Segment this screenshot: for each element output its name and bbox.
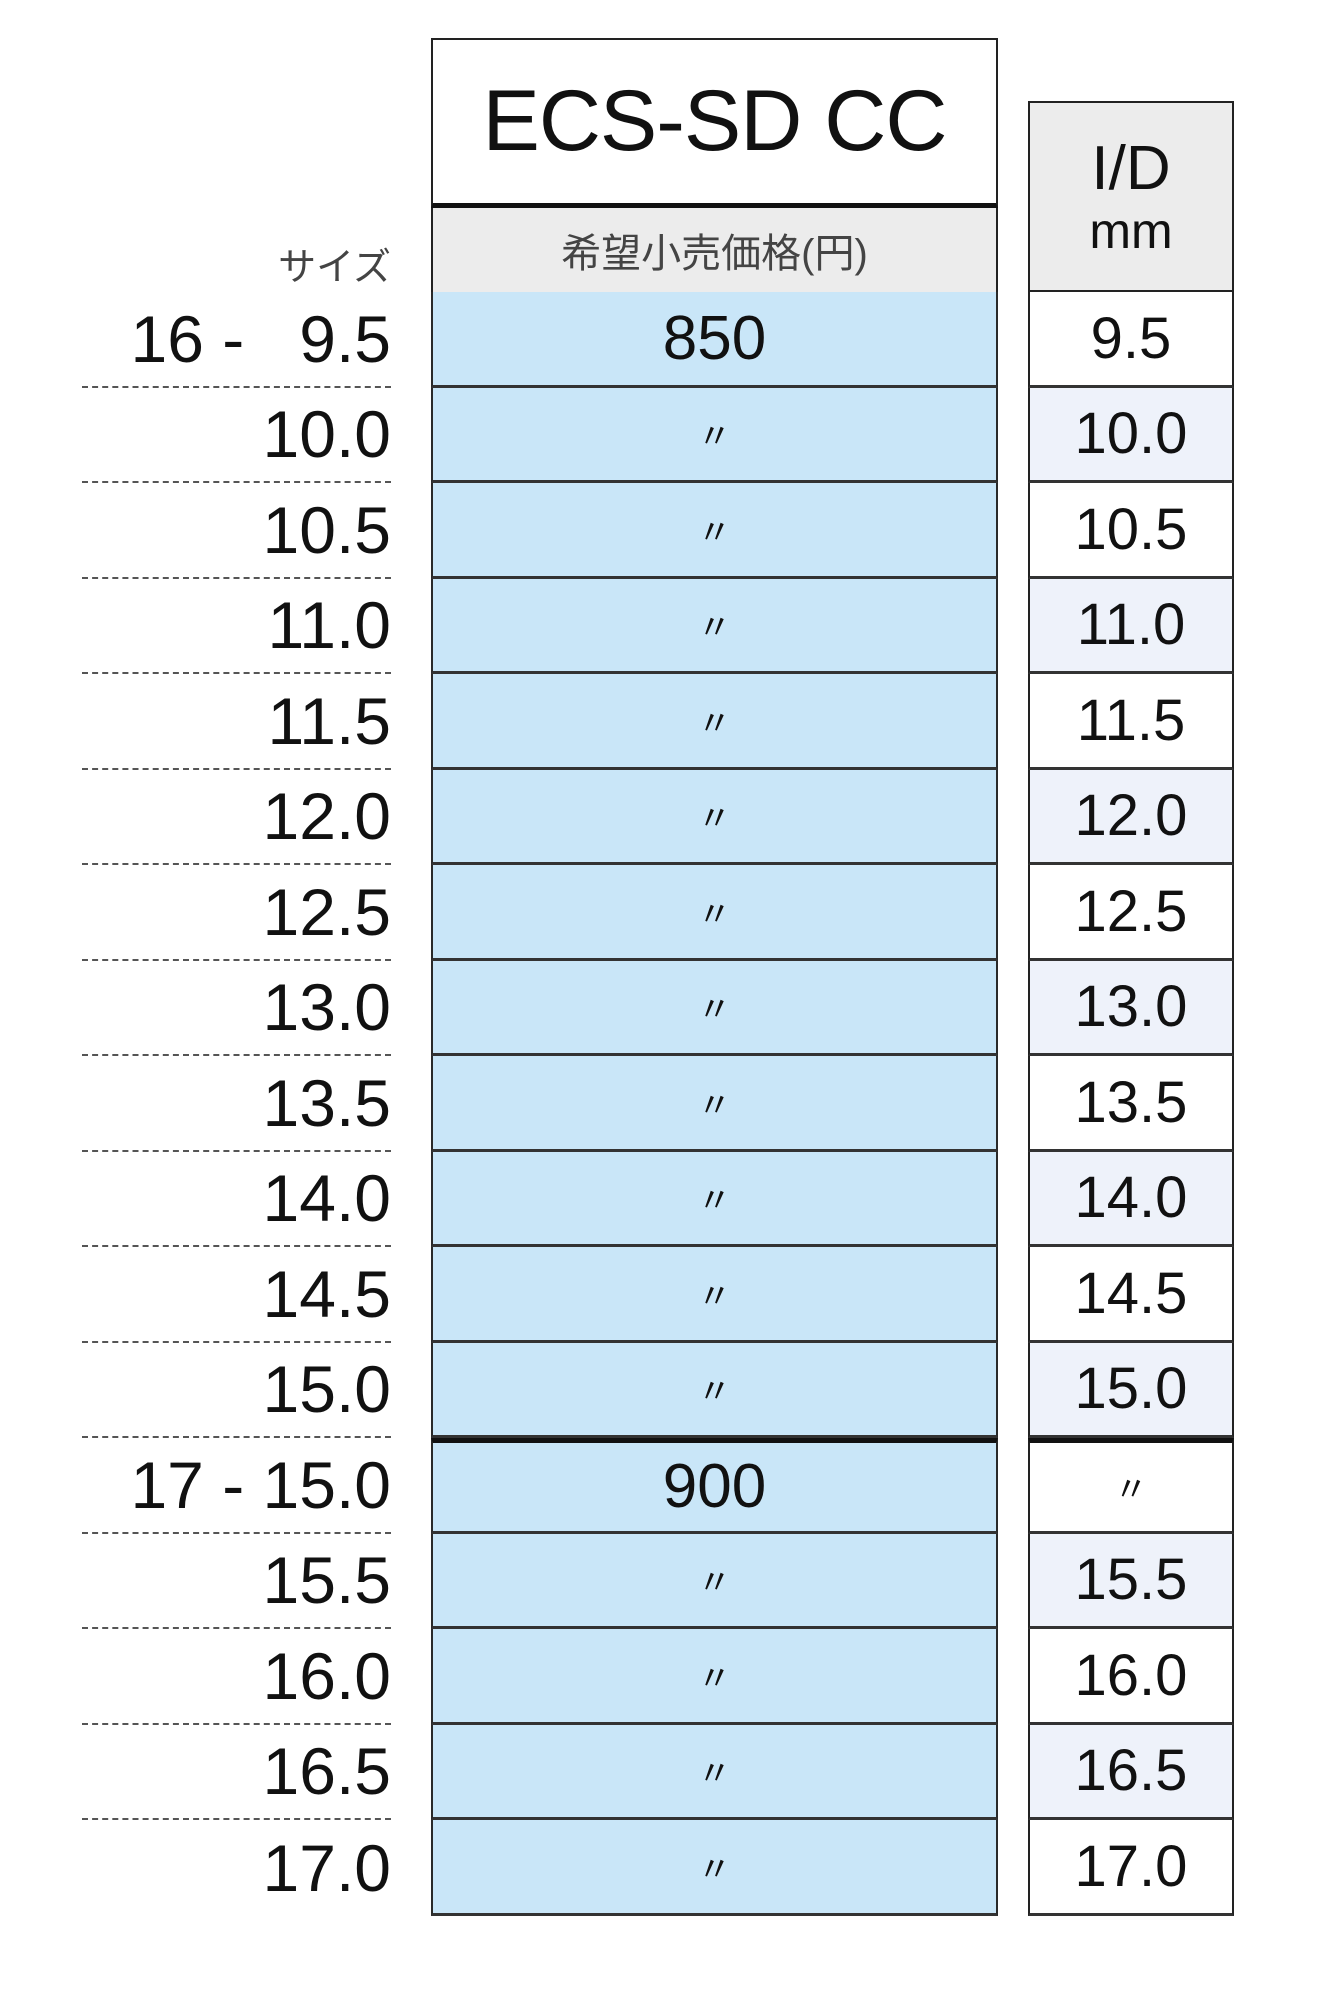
price-cell: 900: [431, 1438, 998, 1534]
id-cell: 9.5: [1028, 292, 1234, 388]
price-cell: 〃: [431, 1151, 998, 1247]
id-cell: 15.5: [1028, 1533, 1234, 1629]
product-title: ECS-SD CC: [431, 38, 998, 208]
size-label: 12.0: [82, 770, 391, 865]
size-column-header: サイズ: [278, 247, 391, 289]
size-label: 14.5: [82, 1247, 391, 1343]
price-cell: 〃: [431, 387, 998, 483]
price-cell: 〃: [431, 960, 998, 1056]
price-cell: 〃: [431, 674, 998, 770]
size-label: 10.5: [82, 483, 391, 579]
size-label: 17 - 15.0: [82, 1438, 391, 1534]
id-header-unit: mm: [1089, 202, 1173, 259]
id-cell: 10.0: [1028, 387, 1234, 483]
id-cell: 15.0: [1028, 1342, 1234, 1438]
price-cell: 〃: [431, 1629, 998, 1725]
id-cell: 10.5: [1028, 483, 1234, 579]
price-cell: 〃: [431, 769, 998, 865]
id-cell: 14.0: [1028, 1151, 1234, 1247]
price-column-header: 希望小売価格(円): [431, 208, 998, 292]
size-label: 15.0: [82, 1343, 391, 1438]
price-cell: 〃: [431, 1724, 998, 1820]
price-cell: 〃: [431, 1820, 998, 1916]
price-cell: 〃: [431, 1056, 998, 1152]
id-column-header: I/D mm: [1028, 101, 1234, 292]
id-cell: 11.0: [1028, 578, 1234, 674]
id-cell: 13.0: [1028, 960, 1234, 1056]
id-cell: 13.5: [1028, 1056, 1234, 1152]
size-label: 11.0: [82, 579, 391, 674]
size-label: 14.0: [82, 1152, 391, 1247]
id-cell: 11.5: [1028, 674, 1234, 770]
price-cell: 〃: [431, 865, 998, 961]
price-cell: 〃: [431, 1247, 998, 1343]
size-label: 15.5: [82, 1534, 391, 1629]
price-cell: 〃: [431, 578, 998, 674]
id-cell: 12.0: [1028, 769, 1234, 865]
price-cell: 850: [431, 292, 998, 388]
size-label: 17.0: [262, 1830, 391, 1905]
size-label: 16.0: [82, 1629, 391, 1725]
size-label: 13.5: [82, 1056, 391, 1152]
size-label: 12.5: [82, 865, 391, 961]
id-cell: 17.0: [1028, 1820, 1234, 1916]
size-label: 13.0: [82, 961, 391, 1056]
id-cell: 12.5: [1028, 865, 1234, 961]
price-cell: 〃: [431, 483, 998, 579]
price-cell: 〃: [431, 1342, 998, 1438]
size-label: 16.5: [82, 1725, 391, 1820]
size-label: 10.0: [82, 388, 391, 483]
id-cell: 16.5: [1028, 1724, 1234, 1820]
id-cell: 14.5: [1028, 1247, 1234, 1343]
id-cell: 16.0: [1028, 1629, 1234, 1725]
size-label: 11.5: [82, 674, 391, 770]
id-header-label: I/D: [1091, 133, 1171, 203]
id-cell: 〃: [1028, 1438, 1234, 1534]
price-cell: 〃: [431, 1533, 998, 1629]
size-label: 16 - 9.5: [82, 292, 391, 388]
